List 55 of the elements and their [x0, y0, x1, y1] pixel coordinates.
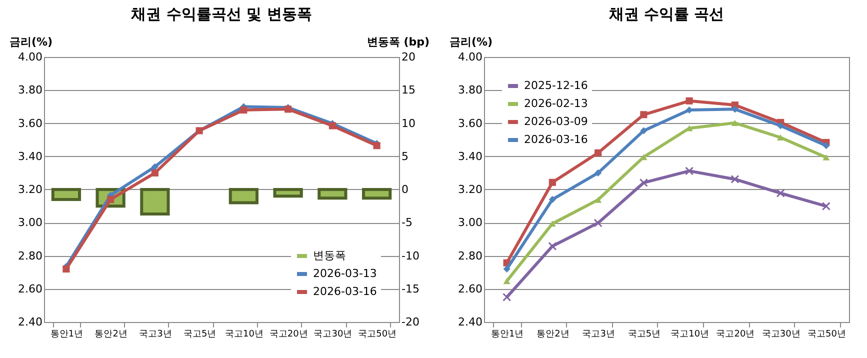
y-tick-label: 3.20: [458, 183, 482, 196]
x-tick-label: 국고30년: [762, 330, 800, 340]
x-tick-label: 국고10년: [670, 330, 710, 340]
legend-label: 2025-12-16: [524, 79, 588, 92]
y-tick-label: 3.80: [18, 84, 42, 97]
y2-tick-label: 0: [402, 183, 408, 196]
y2-axis-title: 변동폭 (bp): [366, 36, 430, 48]
y-tick-label: 3.80: [458, 84, 482, 97]
y2-tick-label: 15: [402, 84, 416, 97]
y-axis-title: 금리(%): [450, 36, 493, 48]
legend-label: 2026-03-16: [313, 285, 377, 298]
y-tick-label: 2.80: [18, 249, 42, 262]
y-tick-label: 4.00: [458, 50, 482, 64]
legend-label: 2026-02-13: [524, 97, 588, 110]
y-tick-label: 3.20: [18, 183, 42, 196]
x-tick-label: 통안1년: [50, 330, 84, 340]
y2-tick-label: 10: [402, 116, 416, 130]
x-tick-label: 통안2년: [94, 330, 128, 340]
y-tick-label: 2.80: [458, 249, 482, 262]
x-tick-label: 국고10년: [224, 330, 264, 340]
x-tick-label: 국고3년: [582, 330, 615, 340]
y-tick-label: 3.00: [18, 216, 42, 230]
legend-label: 2026-03-09: [524, 115, 588, 128]
y-tick-label: 3.00: [458, 216, 482, 230]
y-tick-label: 3.40: [18, 150, 42, 163]
y-tick-label: 2.60: [458, 282, 482, 296]
y-tick-label: 2.40: [458, 316, 482, 328]
y-tick-label: 3.40: [458, 150, 482, 163]
x-tick-label: 국고50년: [807, 330, 846, 340]
legend-label: 변동폭: [313, 249, 346, 262]
y2-tick-label: -5: [402, 216, 412, 230]
chart-title: 채권 수익률 곡선: [608, 5, 724, 23]
x-tick-label: 국고5년: [183, 330, 216, 340]
y-tick-label: 3.60: [458, 116, 482, 130]
y2-tick-label: -10: [402, 249, 420, 262]
y2-tick-label: 20: [402, 50, 416, 64]
x-tick-label: 국고20년: [716, 330, 755, 340]
x-tick-label: 국고5년: [628, 330, 661, 340]
x-tick-label: 국고3년: [139, 330, 172, 340]
y-tick-label: 2.60: [18, 282, 42, 296]
chart-title: 채권 수익률곡선 및 변동폭: [130, 5, 312, 23]
x-tick-label: 통안1년: [490, 330, 524, 340]
y-tick-label: 4.00: [18, 50, 42, 64]
y2-tick-label: 5: [402, 150, 408, 163]
y-tick-label: 3.60: [18, 116, 42, 130]
y-axis-title: 금리(%): [10, 36, 53, 48]
legend-label: 2026-03-16: [524, 133, 588, 146]
y2-tick-label: -20: [402, 316, 420, 328]
x-tick-label: 국고20년: [269, 330, 308, 340]
x-tick-label: 국고50년: [358, 330, 397, 340]
x-tick-label: 통안2년: [536, 330, 570, 340]
legend-label: 2026-03-13: [313, 267, 377, 280]
x-tick-label: 국고30년: [314, 330, 352, 340]
y-tick-label: 2.40: [18, 316, 42, 328]
y2-tick-label: -15: [402, 282, 420, 296]
